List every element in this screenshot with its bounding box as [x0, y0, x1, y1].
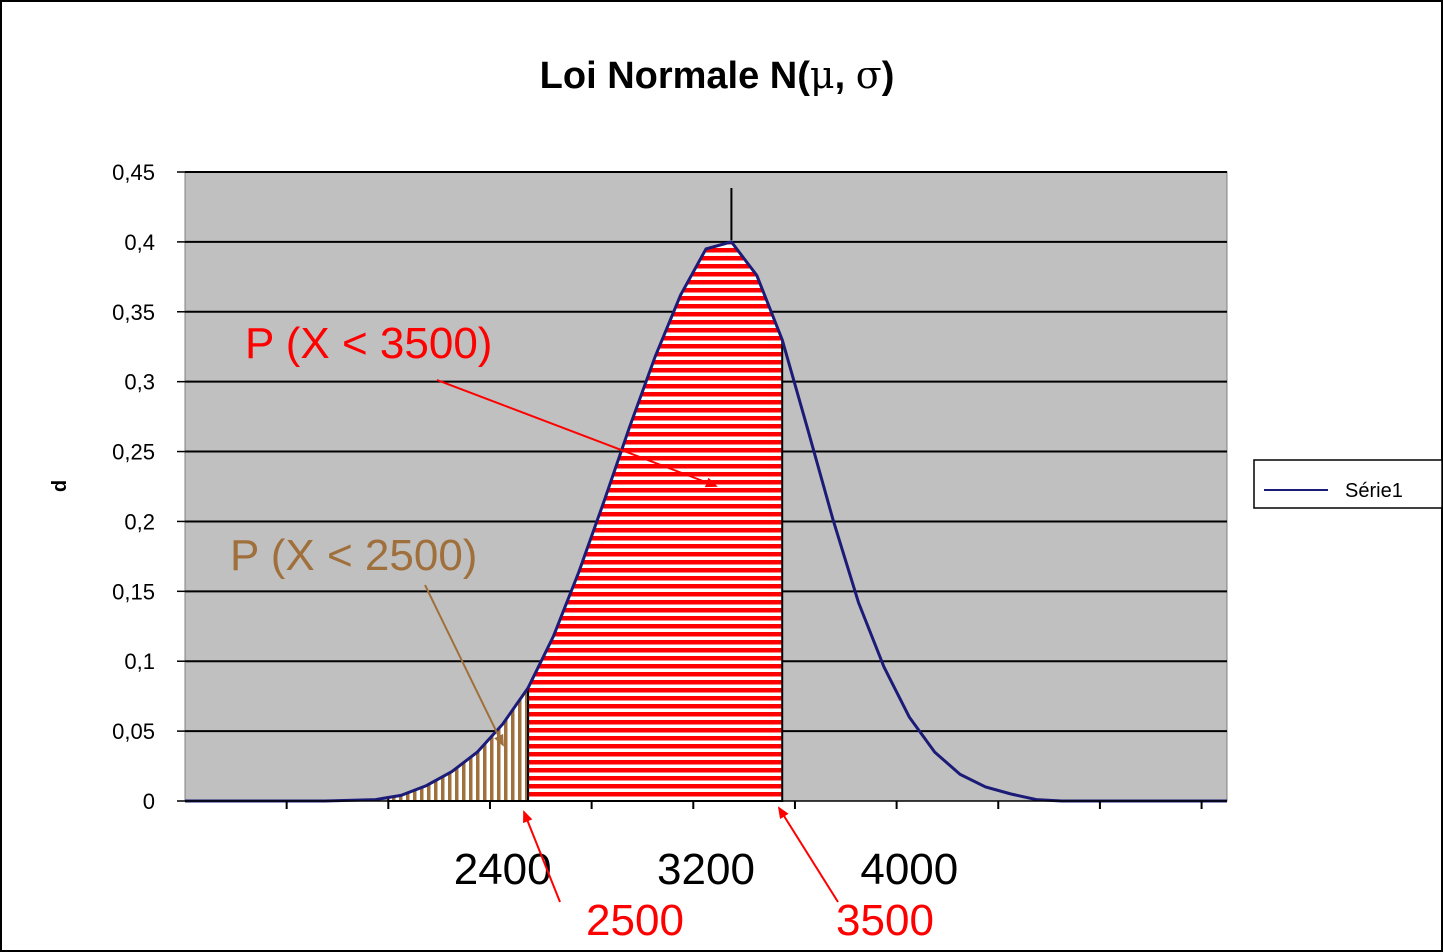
chart-title: Loi Normale N(μ, σ)	[540, 53, 895, 97]
y-tick-label: 0,25	[112, 440, 155, 465]
legend: Série1	[1253, 459, 1443, 509]
x-axis-label: 3200	[657, 845, 755, 894]
annotation-p-less-2500: P (X < 2500)	[230, 531, 477, 580]
y-axis-title: d	[49, 480, 71, 492]
bound-arrow-2500	[523, 810, 561, 903]
y-tick-label: 0,2	[124, 509, 155, 534]
legend-label: Série1	[1345, 480, 1403, 502]
x-axis-label: 4000	[860, 845, 958, 894]
y-axis-ticks: 0 0,05 0,1 0,15 0,2 0,25 0,3 0,35 0,4 0,45	[112, 160, 185, 814]
x-axis-labels: 2400 3200 4000	[454, 845, 959, 894]
bound-label-3500: 3500	[836, 896, 934, 945]
y-tick-label: 0,05	[112, 719, 155, 744]
bound-arrow-3500	[777, 806, 839, 903]
series-line	[185, 240, 1227, 803]
y-tick-label: 0,1	[124, 649, 155, 674]
legend-box	[1253, 459, 1443, 509]
x-axis	[185, 800, 1227, 809]
annotation-arrow-3500	[436, 379, 718, 488]
y-tick-label: 0,3	[124, 370, 155, 395]
bound-label-2500: 2500	[586, 896, 684, 945]
y-tick-label: 0,15	[112, 579, 155, 604]
y-tick-label: 0,4	[124, 230, 155, 255]
y-tick-label: 0	[143, 789, 155, 814]
annotation-arrow-2500	[424, 584, 504, 747]
y-tick-label: 0,45	[112, 160, 155, 185]
series-layer	[185, 240, 1227, 803]
annotation-p-less-3500: P (X < 3500)	[245, 319, 492, 368]
y-tick-label: 0,35	[112, 300, 155, 325]
x-axis-label: 2400	[454, 845, 552, 894]
